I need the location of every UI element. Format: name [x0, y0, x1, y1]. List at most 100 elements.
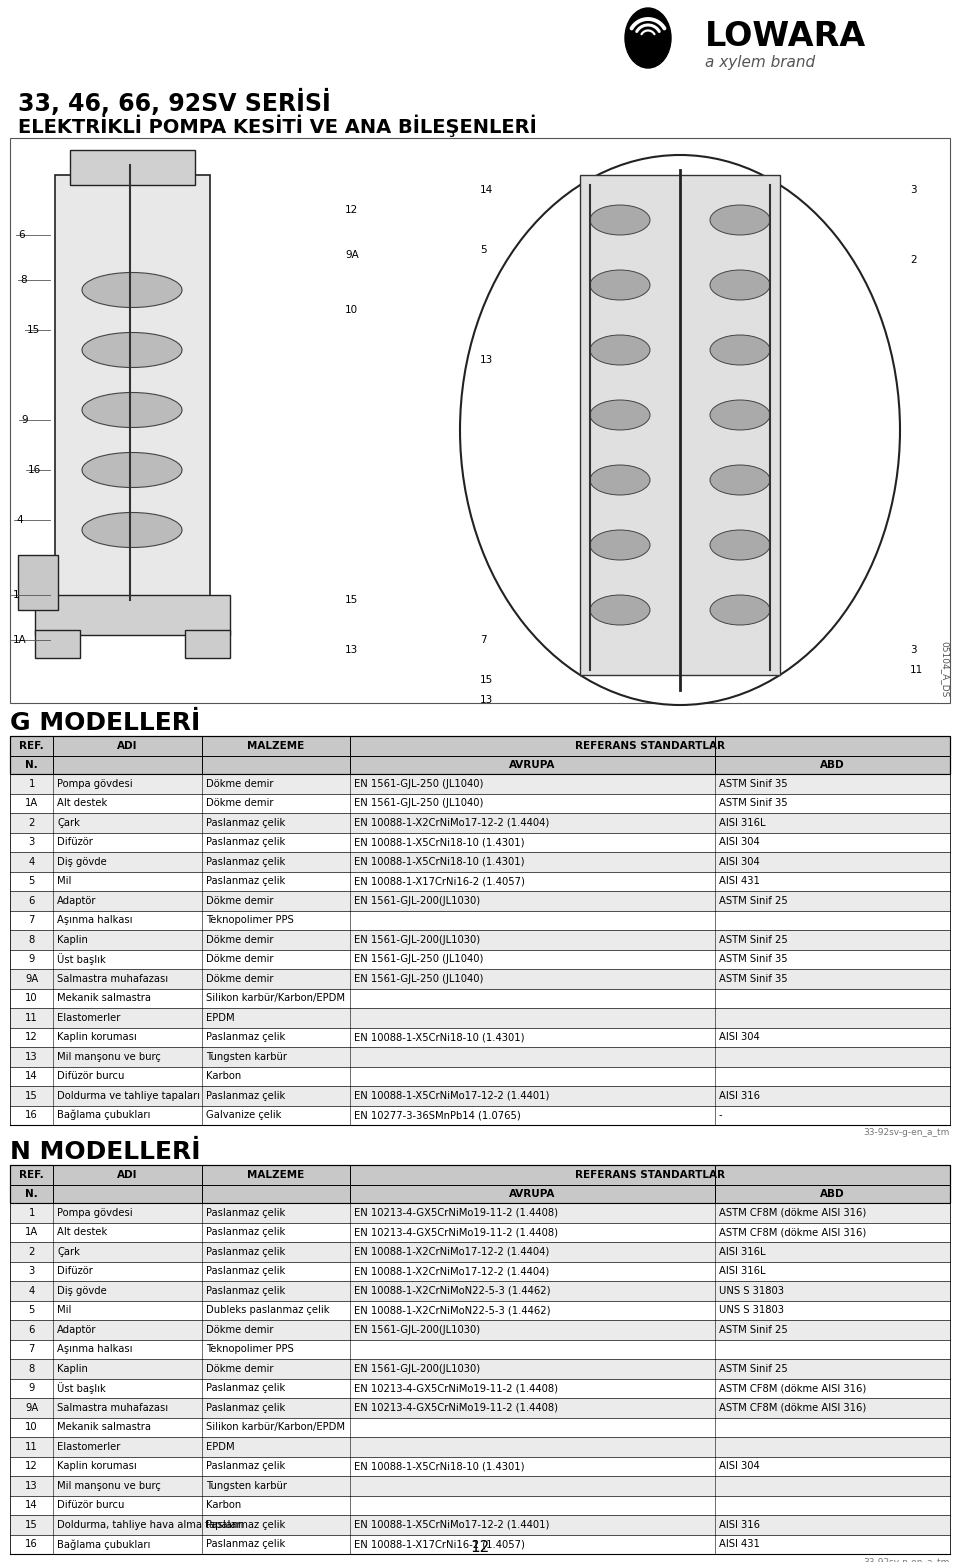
Text: AVRUPA: AVRUPA — [510, 761, 556, 770]
Bar — [10, 1320, 950, 1340]
Text: 12: 12 — [345, 205, 358, 216]
Bar — [10, 1007, 950, 1028]
Text: UNS S 31803: UNS S 31803 — [719, 1306, 784, 1315]
Bar — [10, 872, 950, 890]
Text: 11: 11 — [25, 1012, 38, 1023]
Text: AISI 316: AISI 316 — [719, 1090, 760, 1101]
Bar — [10, 1223, 950, 1242]
Text: EN 10088-1-X5CrNiMo17-12-2 (1.4401): EN 10088-1-X5CrNiMo17-12-2 (1.4401) — [354, 1520, 550, 1529]
Bar — [10, 1047, 950, 1067]
Text: ASTM Sinif 35: ASTM Sinif 35 — [719, 798, 787, 808]
Bar — [10, 1203, 950, 1223]
Ellipse shape — [590, 400, 650, 430]
Text: Paslanmaz çelik: Paslanmaz çelik — [205, 1090, 285, 1101]
Text: 14: 14 — [480, 184, 493, 195]
Text: 8: 8 — [20, 275, 27, 284]
Text: 1A: 1A — [25, 1228, 38, 1237]
Text: 9: 9 — [29, 1384, 35, 1393]
Text: 2: 2 — [29, 1246, 35, 1257]
Text: EN 10088-1-X5CrNi18-10 (1.4301): EN 10088-1-X5CrNi18-10 (1.4301) — [354, 856, 525, 867]
Text: EN 1561-GJL-200(JL1030): EN 1561-GJL-200(JL1030) — [354, 1364, 480, 1373]
Text: G MODELLERİ: G MODELLERİ — [10, 711, 201, 736]
Bar — [10, 851, 950, 872]
Text: 12: 12 — [470, 1540, 490, 1556]
Bar — [10, 1067, 950, 1086]
Text: ASTM CF8M (dökme AISI 316): ASTM CF8M (dökme AISI 316) — [719, 1207, 866, 1218]
Text: Silikon karbür/Karbon/EPDM: Silikon karbür/Karbon/EPDM — [205, 993, 345, 1003]
Text: REF.: REF. — [19, 740, 44, 751]
Text: AISI 304: AISI 304 — [719, 1460, 759, 1471]
Text: EN 10213-4-GX5CrNiMo19-11-2 (1.4408): EN 10213-4-GX5CrNiMo19-11-2 (1.4408) — [354, 1403, 559, 1412]
Text: AISI 304: AISI 304 — [719, 856, 759, 867]
Bar — [10, 929, 950, 950]
Text: AISI 316L: AISI 316L — [719, 1267, 765, 1276]
Text: 1: 1 — [29, 1207, 35, 1218]
Text: EN 10088-1-X5CrNi18-10 (1.4301): EN 10088-1-X5CrNi18-10 (1.4301) — [354, 1460, 525, 1471]
Text: Üst başlık: Üst başlık — [58, 1382, 106, 1395]
Text: Paslanmaz çelik: Paslanmaz çelik — [205, 856, 285, 867]
Text: AISI 316L: AISI 316L — [719, 818, 765, 828]
Text: 9A: 9A — [25, 973, 38, 984]
Text: Adaptör: Adaptör — [58, 1325, 97, 1336]
Text: N.: N. — [25, 761, 38, 770]
Text: 6: 6 — [29, 895, 35, 906]
Text: Paslanmaz çelik: Paslanmaz çelik — [205, 1228, 285, 1237]
Text: Teknopolimer PPS: Teknopolimer PPS — [205, 915, 294, 925]
Text: Dökme demir: Dökme demir — [205, 895, 274, 906]
Text: AVRUPA: AVRUPA — [510, 1189, 556, 1200]
Text: EN 10088-1-X5CrNiMo17-12-2 (1.4401): EN 10088-1-X5CrNiMo17-12-2 (1.4401) — [354, 1090, 550, 1101]
Text: Dökme demir: Dökme demir — [205, 1364, 274, 1373]
Ellipse shape — [82, 392, 182, 428]
Text: Doldurma ve tahliye tapaları: Doldurma ve tahliye tapaları — [58, 1090, 201, 1101]
Text: EN 10213-4-GX5CrNiMo19-11-2 (1.4408): EN 10213-4-GX5CrNiMo19-11-2 (1.4408) — [354, 1384, 559, 1393]
Text: AISI 316L: AISI 316L — [719, 1246, 765, 1257]
Text: ADI: ADI — [117, 1170, 137, 1179]
Text: Mekanik salmastra: Mekanik salmastra — [58, 1423, 152, 1432]
Bar — [10, 1086, 950, 1106]
Text: EN 10088-1-X2CrNiMo17-12-2 (1.4404): EN 10088-1-X2CrNiMo17-12-2 (1.4404) — [354, 1267, 549, 1276]
Text: ASTM Sinif 35: ASTM Sinif 35 — [719, 779, 787, 789]
Text: REF.: REF. — [19, 1170, 44, 1179]
Text: 15: 15 — [480, 675, 493, 686]
Text: ELEKTRİKLİ POMPA KESİTİ VE ANA BİLEŞENLERİ: ELEKTRİKLİ POMPA KESİTİ VE ANA BİLEŞENLE… — [18, 114, 537, 137]
Text: 9A: 9A — [25, 1403, 38, 1412]
Text: Difüzör: Difüzör — [58, 1267, 93, 1276]
Ellipse shape — [590, 334, 650, 366]
Text: Tungsten karbür: Tungsten karbür — [205, 1481, 287, 1490]
Text: 7: 7 — [29, 1345, 35, 1354]
Bar — [55, 175, 210, 615]
Text: ASTM Sinif 25: ASTM Sinif 25 — [719, 934, 788, 945]
Text: Paslanmaz çelik: Paslanmaz çelik — [205, 1539, 285, 1550]
Text: 2: 2 — [910, 255, 917, 266]
Text: Çark: Çark — [58, 1246, 80, 1257]
Text: Karbon: Karbon — [205, 1072, 241, 1081]
Bar — [10, 1437, 950, 1456]
Bar — [10, 1242, 950, 1262]
Text: 5: 5 — [480, 245, 487, 255]
Text: Elastomerler: Elastomerler — [58, 1012, 121, 1023]
Text: UNS S 31803: UNS S 31803 — [719, 1286, 784, 1296]
Bar — [10, 1476, 950, 1495]
Ellipse shape — [710, 205, 770, 234]
Text: Paslanmaz çelik: Paslanmaz çelik — [205, 1384, 285, 1393]
Bar — [10, 775, 950, 793]
Bar — [70, 150, 195, 184]
Text: Salmastra muhafazası: Salmastra muhafazası — [58, 973, 168, 984]
Bar — [10, 968, 950, 989]
Text: Tungsten karbür: Tungsten karbür — [205, 1051, 287, 1062]
Bar — [10, 911, 950, 929]
Text: 3: 3 — [910, 184, 917, 195]
Text: EPDM: EPDM — [205, 1012, 234, 1023]
Text: Dökme demir: Dökme demir — [205, 954, 274, 964]
Text: ASTM Sinif 25: ASTM Sinif 25 — [719, 1325, 788, 1336]
Bar — [10, 1301, 950, 1320]
Text: 1: 1 — [13, 590, 19, 600]
Text: Difüzör burcu: Difüzör burcu — [58, 1500, 125, 1510]
Text: 1A: 1A — [13, 636, 27, 645]
Bar — [10, 1165, 950, 1203]
Text: 7: 7 — [480, 636, 487, 645]
Ellipse shape — [590, 205, 650, 234]
Bar — [10, 1398, 950, 1417]
Text: Mil: Mil — [58, 876, 72, 886]
Text: ADI: ADI — [117, 740, 137, 751]
